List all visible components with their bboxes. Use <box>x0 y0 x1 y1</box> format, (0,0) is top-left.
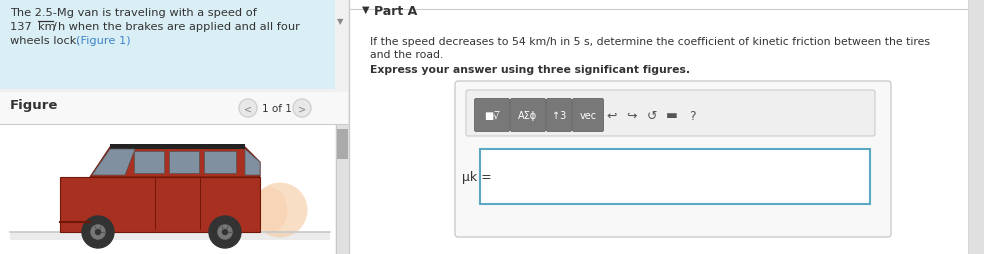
FancyBboxPatch shape <box>204 151 236 173</box>
Text: vec: vec <box>580 110 596 121</box>
Text: The 2.5-Mg van is traveling with a speed of: The 2.5-Mg van is traveling with a speed… <box>10 8 257 18</box>
Polygon shape <box>60 177 260 232</box>
Circle shape <box>95 230 100 235</box>
Circle shape <box>209 216 241 248</box>
Polygon shape <box>245 149 260 175</box>
Circle shape <box>239 100 257 118</box>
FancyBboxPatch shape <box>169 151 199 173</box>
FancyBboxPatch shape <box>0 93 348 124</box>
Text: (Figure 1): (Figure 1) <box>76 36 131 46</box>
Text: If the speed decreases to 54 km/h in 5 s, determine the coefficient of kinetic f: If the speed decreases to 54 km/h in 5 s… <box>370 37 930 47</box>
FancyBboxPatch shape <box>455 82 891 237</box>
Ellipse shape <box>253 183 308 237</box>
FancyBboxPatch shape <box>337 130 348 159</box>
Text: ?: ? <box>689 109 696 122</box>
Text: ■√̅: ■√̅ <box>484 110 500 121</box>
Text: Figure: Figure <box>10 99 58 112</box>
FancyBboxPatch shape <box>336 124 349 254</box>
FancyBboxPatch shape <box>573 99 603 132</box>
FancyBboxPatch shape <box>134 151 164 173</box>
Circle shape <box>91 225 105 239</box>
Text: ↪: ↪ <box>627 109 638 122</box>
Polygon shape <box>90 147 260 177</box>
Text: ↩: ↩ <box>607 109 617 122</box>
FancyBboxPatch shape <box>10 232 330 240</box>
FancyBboxPatch shape <box>546 99 572 132</box>
Text: when the brakes are applied and all four: when the brakes are applied and all four <box>65 22 300 32</box>
Circle shape <box>293 100 311 118</box>
Text: /: / <box>53 22 57 32</box>
FancyBboxPatch shape <box>480 149 870 204</box>
Text: km: km <box>38 22 56 32</box>
Ellipse shape <box>253 188 287 233</box>
Text: wheels lock.: wheels lock. <box>10 36 84 46</box>
Text: AΣϕ: AΣϕ <box>519 110 537 121</box>
Text: ▼: ▼ <box>362 5 370 15</box>
Text: ▼: ▼ <box>337 18 343 26</box>
FancyBboxPatch shape <box>466 91 875 136</box>
Text: h: h <box>58 22 65 32</box>
Circle shape <box>82 216 114 248</box>
FancyBboxPatch shape <box>474 99 510 132</box>
Text: ▲: ▲ <box>338 129 344 137</box>
Text: Part A: Part A <box>374 5 417 18</box>
Text: μk =: μk = <box>462 171 492 184</box>
Text: ↑3: ↑3 <box>552 110 566 121</box>
FancyBboxPatch shape <box>968 0 984 254</box>
Polygon shape <box>92 149 135 175</box>
FancyBboxPatch shape <box>0 124 335 254</box>
Text: ▬: ▬ <box>666 109 678 122</box>
Text: 137: 137 <box>10 22 35 32</box>
FancyBboxPatch shape <box>350 0 975 254</box>
Text: <: < <box>244 104 252 114</box>
Circle shape <box>222 230 227 235</box>
Text: and the road.: and the road. <box>370 50 444 60</box>
FancyBboxPatch shape <box>0 0 335 90</box>
Circle shape <box>218 225 232 239</box>
Text: 1 of 1: 1 of 1 <box>262 104 292 114</box>
FancyBboxPatch shape <box>511 99 545 132</box>
Text: >: > <box>298 104 306 114</box>
Text: Express your answer using three significant figures.: Express your answer using three signific… <box>370 65 690 75</box>
FancyBboxPatch shape <box>110 145 245 149</box>
Text: ↺: ↺ <box>646 109 657 122</box>
